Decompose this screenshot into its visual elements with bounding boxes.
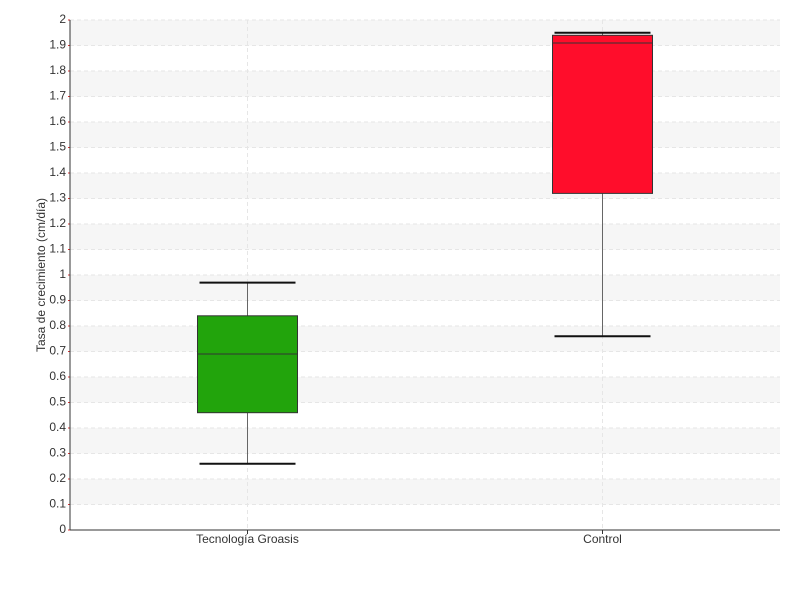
y-tick-label: 1.6 bbox=[49, 114, 66, 128]
y-tick-label: 0.9 bbox=[49, 293, 66, 307]
y-tick-label: 0.2 bbox=[49, 471, 66, 485]
grid-band bbox=[70, 122, 780, 148]
grid-band bbox=[70, 326, 780, 352]
y-tick-label: 1.4 bbox=[49, 165, 66, 179]
y-tick-label: 1 bbox=[59, 267, 66, 281]
y-tick-label: 1.1 bbox=[49, 242, 66, 256]
y-tick-label: 1.3 bbox=[49, 191, 66, 205]
y-tick-label: 1.7 bbox=[49, 89, 66, 103]
grid-band bbox=[70, 173, 780, 199]
y-tick-label: 0.6 bbox=[49, 369, 66, 383]
box bbox=[552, 34, 653, 194]
grid-band bbox=[70, 275, 780, 301]
box bbox=[197, 315, 298, 414]
y-tick-label: 1.2 bbox=[49, 216, 66, 230]
y-tick-label: 1.8 bbox=[49, 63, 66, 77]
y-tick-label: 0.8 bbox=[49, 318, 66, 332]
y-tick-label: 0 bbox=[59, 522, 66, 536]
y-tick-label: 2 bbox=[59, 12, 66, 26]
grid-band bbox=[70, 377, 780, 403]
y-axis-label: Tasa de crecimiento (cm/día) bbox=[34, 198, 48, 352]
y-tick-label: 0.4 bbox=[49, 420, 66, 434]
grid-band bbox=[70, 20, 780, 46]
y-tick-label: 0.3 bbox=[49, 446, 66, 460]
grid-band bbox=[70, 224, 780, 250]
x-tick-label: Control bbox=[583, 532, 622, 546]
grid-band bbox=[70, 428, 780, 454]
y-tick-label: 1.5 bbox=[49, 140, 66, 154]
y-tick-label: 1.9 bbox=[49, 38, 66, 52]
y-tick-label: 0.1 bbox=[49, 497, 66, 511]
y-tick-label: 0.7 bbox=[49, 344, 66, 358]
y-tick-label: 0.5 bbox=[49, 395, 66, 409]
grid-band bbox=[70, 71, 780, 97]
x-tick-label: Tecnología Groasis bbox=[196, 532, 299, 546]
grid-band bbox=[70, 479, 780, 505]
